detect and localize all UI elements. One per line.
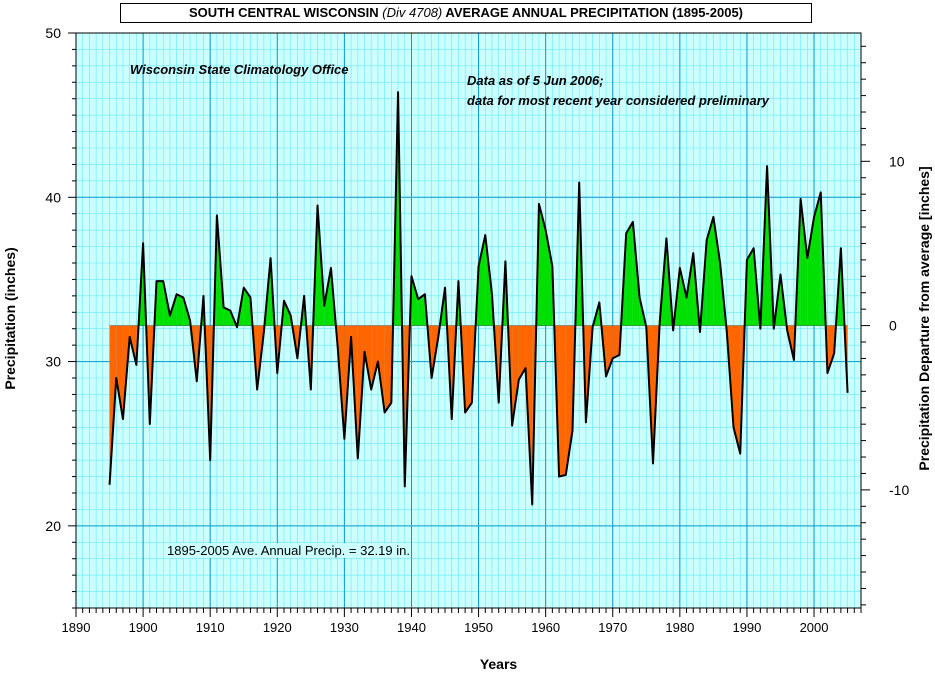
departure-fill	[807, 217, 815, 326]
departure-fill	[545, 230, 553, 326]
source-annotation: Wisconsin State Climatology Office	[130, 62, 349, 77]
departure-fill	[384, 325, 392, 413]
plot-area	[76, 33, 861, 608]
y-tick-label: 40	[45, 189, 61, 205]
departure-fill	[612, 325, 620, 359]
title-suffix: AVERAGE ANNUAL PRECIPITATION (1895-2005)	[442, 5, 744, 20]
departure-fill	[679, 267, 687, 326]
y2-tick-label: 0	[889, 318, 897, 334]
x-tick-label: 1910	[196, 620, 225, 635]
departure-fill	[706, 217, 714, 326]
departure-fill	[686, 253, 694, 326]
departure-fill	[733, 325, 741, 454]
departure-fill	[814, 192, 821, 326]
y2-tick-label: 10	[889, 153, 905, 169]
axes: 1890 1900 1910 1920 1930 1940 1950 1960 1970 1980…	[45, 25, 909, 635]
title-division: (Div 4708)	[382, 5, 443, 20]
departure-fill	[559, 325, 566, 477]
x-axis-label: Years	[480, 656, 518, 672]
departure-fill	[283, 300, 291, 326]
x-tick-label: 1890	[62, 620, 91, 635]
x-tick-label: 1980	[665, 620, 694, 635]
departure-fill	[371, 325, 378, 390]
title-prefix: SOUTH CENTRAL WISCONSIN	[188, 5, 383, 20]
data-date-annotation: Data as of 5 Jun 2006;	[467, 73, 604, 88]
x-tick-label: 1970	[598, 620, 627, 635]
departure-fill	[418, 294, 425, 326]
departure-fill	[606, 325, 613, 377]
departure-fill	[800, 198, 808, 326]
x-tick-label: 1940	[397, 620, 426, 635]
departure-fill	[156, 281, 164, 326]
departure-fill	[176, 294, 184, 326]
y2-axis-label: Precipitation Departure from average [in…	[916, 166, 932, 470]
x-tick-label: 1930	[330, 620, 359, 635]
plot-frame	[75, 32, 862, 609]
departure-fill	[116, 325, 123, 420]
departure-fill	[538, 203, 546, 326]
average-annotation: 1895-2005 Ave. Annual Precip. = 32.19 in…	[167, 543, 410, 558]
y-tick-label: 50	[45, 25, 61, 41]
departure-fill	[465, 325, 472, 413]
chart-title: SOUTH CENTRAL WISCONSIN (Div 4708) AVERA…	[120, 3, 812, 23]
y-tick-label: 30	[45, 354, 61, 370]
y-tick-label: 20	[45, 518, 61, 534]
departure-fill	[713, 217, 721, 326]
departure-fill	[364, 325, 372, 390]
departure-fill	[243, 287, 251, 326]
precipitation-series-line	[108, 91, 849, 506]
preliminary-annotation: data for most recent year considered pre…	[467, 93, 769, 108]
departure-fill	[223, 307, 231, 326]
departure-fill	[827, 325, 835, 374]
departure-fill	[626, 221, 633, 326]
x-tick-label: 1960	[531, 620, 560, 635]
x-tick-label: 1990	[732, 620, 761, 635]
departure-fill	[512, 325, 519, 426]
departure-fill	[478, 235, 486, 326]
departure-fill	[518, 325, 526, 380]
x-tick-label: 1900	[129, 620, 158, 635]
departure-fill	[411, 276, 419, 326]
x-tick-label: 1920	[263, 620, 292, 635]
x-tick-label: 2000	[800, 620, 829, 635]
departure-fill	[746, 248, 754, 326]
x-tick-label: 1950	[464, 620, 493, 635]
y-axis-label: Precipitation (inches)	[2, 247, 18, 389]
y2-tick-label: -10	[889, 482, 909, 498]
departure-fill	[377, 325, 385, 413]
